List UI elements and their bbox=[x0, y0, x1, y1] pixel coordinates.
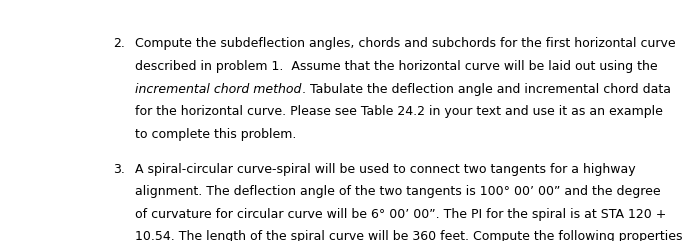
Text: alignment. The deflection angle of the two tangents is 100° 00’ 00” and the degr: alignment. The deflection angle of the t… bbox=[135, 185, 661, 198]
Text: . Tabulate the deflection angle and incremental chord data: . Tabulate the deflection angle and incr… bbox=[302, 83, 671, 95]
Text: of curvature for circular curve will be 6° 00’ 00”. The PI for the spiral is at : of curvature for circular curve will be … bbox=[135, 208, 666, 221]
Text: 2.: 2. bbox=[113, 37, 125, 50]
Text: 3.: 3. bbox=[113, 162, 125, 175]
Text: 10.54. The length of the spiral curve will be 360 feet. Compute the following pr: 10.54. The length of the spiral curve wi… bbox=[135, 230, 682, 241]
Text: described in problem 1.  Assume that the horizontal curve will be laid out using: described in problem 1. Assume that the … bbox=[135, 60, 658, 73]
Text: A spiral-circular curve-spiral will be used to connect two tangents for a highwa: A spiral-circular curve-spiral will be u… bbox=[135, 162, 636, 175]
Text: Compute the subdeflection angles, chords and subchords for the first horizontal : Compute the subdeflection angles, chords… bbox=[135, 37, 676, 50]
Text: to complete this problem.: to complete this problem. bbox=[135, 128, 297, 141]
Text: for the horizontal curve. Please see Table 24.2 in your text and use it as an ex: for the horizontal curve. Please see Tab… bbox=[135, 105, 663, 118]
Text: incremental chord method: incremental chord method bbox=[135, 83, 302, 95]
